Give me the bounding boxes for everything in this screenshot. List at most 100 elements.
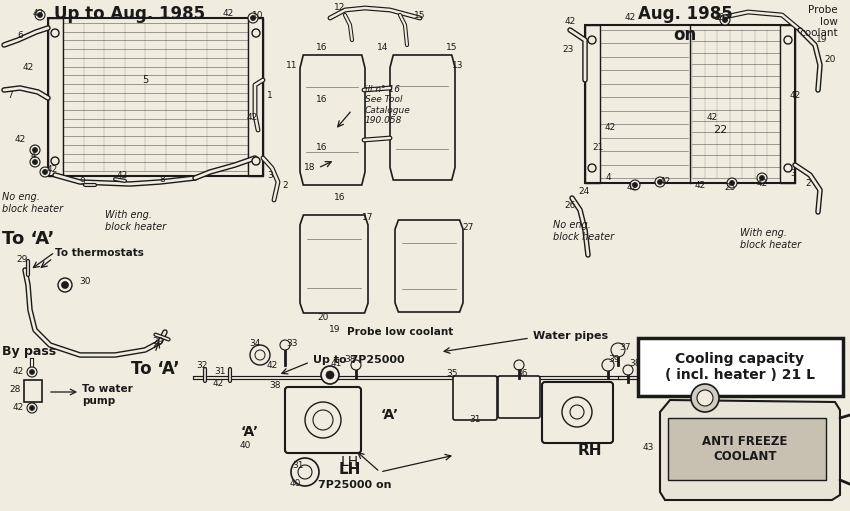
Text: 30: 30 (79, 277, 91, 287)
Polygon shape (660, 400, 840, 500)
Bar (780, 25, 795, 183)
Text: 38: 38 (629, 359, 641, 367)
Text: 38: 38 (269, 381, 280, 389)
Text: 42: 42 (22, 63, 34, 73)
Text: ‘A’: ‘A’ (241, 425, 259, 439)
Text: With eng.
block heater: With eng. block heater (105, 210, 166, 231)
Text: 42: 42 (266, 361, 278, 370)
Bar (248, 18, 263, 176)
Circle shape (729, 180, 734, 185)
Circle shape (313, 410, 333, 430)
Circle shape (588, 164, 596, 172)
Text: 15: 15 (414, 11, 426, 19)
Text: 17: 17 (362, 214, 374, 222)
Circle shape (632, 182, 638, 188)
Text: 41: 41 (331, 360, 342, 368)
Text: 31: 31 (292, 460, 303, 470)
Circle shape (562, 397, 592, 427)
Circle shape (30, 145, 40, 155)
Polygon shape (300, 55, 365, 185)
Circle shape (251, 15, 256, 20)
Text: 2: 2 (282, 180, 288, 190)
Text: 6: 6 (17, 31, 23, 39)
Circle shape (298, 465, 312, 479)
Text: 14: 14 (377, 43, 388, 53)
Text: Up to Aug. 1985: Up to Aug. 1985 (54, 5, 206, 23)
Circle shape (32, 148, 37, 152)
Text: With eng.
block heater: With eng. block heater (740, 228, 801, 249)
Text: 25: 25 (724, 183, 736, 193)
Text: 42: 42 (13, 404, 24, 412)
Text: 18: 18 (304, 164, 315, 173)
Text: 3: 3 (790, 169, 796, 177)
Circle shape (61, 282, 69, 289)
Circle shape (32, 159, 37, 165)
Text: 16: 16 (316, 144, 328, 152)
Circle shape (602, 359, 614, 371)
Text: 40: 40 (289, 478, 301, 487)
Text: 42: 42 (13, 367, 24, 377)
Text: 33: 33 (286, 339, 298, 349)
FancyBboxPatch shape (453, 376, 497, 420)
Circle shape (351, 360, 361, 370)
Text: 42: 42 (564, 17, 575, 27)
Circle shape (691, 384, 719, 412)
Circle shape (255, 350, 265, 360)
Text: 36: 36 (516, 369, 528, 379)
Text: 28: 28 (9, 385, 20, 394)
Circle shape (697, 390, 713, 406)
Text: Probe low coolant: Probe low coolant (347, 327, 453, 337)
Text: 3: 3 (267, 171, 273, 179)
Text: 9: 9 (79, 177, 85, 187)
Circle shape (757, 173, 767, 183)
Text: 10: 10 (252, 12, 264, 20)
Circle shape (27, 403, 37, 413)
Text: 21: 21 (592, 144, 603, 152)
Text: 42: 42 (756, 178, 768, 188)
Bar (585, 25, 600, 183)
Text: LH: LH (339, 462, 361, 477)
Text: Water pipes: Water pipes (533, 331, 608, 341)
Text: LH: LH (341, 455, 359, 469)
Bar (638, 338, 843, 396)
Circle shape (514, 360, 524, 370)
Text: 4: 4 (31, 151, 36, 159)
Text: 15: 15 (446, 43, 458, 53)
Circle shape (30, 157, 40, 167)
Circle shape (248, 13, 258, 23)
Text: 8: 8 (159, 175, 165, 184)
Bar (24, 380, 42, 402)
Circle shape (722, 17, 728, 22)
Text: 29: 29 (16, 256, 28, 265)
Text: 7P25000 on: 7P25000 on (318, 480, 392, 490)
Text: No eng.
block heater: No eng. block heater (2, 192, 63, 214)
Circle shape (250, 345, 270, 365)
Text: 13: 13 (452, 60, 464, 69)
Circle shape (280, 340, 290, 350)
Text: 42: 42 (660, 177, 671, 187)
Text: ANTI FREEZE
COOLANT: ANTI FREEZE COOLANT (702, 435, 788, 463)
Text: 23: 23 (563, 45, 574, 55)
Circle shape (58, 278, 72, 292)
Bar (48, 18, 63, 176)
Circle shape (658, 179, 662, 184)
Text: ill n° 16
See Tool
Catalogue
190.058: ill n° 16 See Tool Catalogue 190.058 (365, 85, 411, 125)
Text: To ‘A’: To ‘A’ (2, 230, 54, 248)
Text: 16: 16 (316, 96, 328, 105)
Circle shape (35, 10, 45, 20)
Bar (48, 18, 263, 176)
Polygon shape (395, 220, 463, 312)
Circle shape (51, 157, 59, 165)
Bar (585, 25, 795, 183)
Circle shape (326, 371, 334, 379)
Text: 35: 35 (446, 369, 458, 379)
Text: 16: 16 (334, 194, 346, 202)
Text: 4: 4 (605, 174, 611, 182)
Circle shape (720, 15, 730, 25)
Text: 11: 11 (286, 60, 298, 69)
Text: 1: 1 (267, 90, 273, 100)
Text: 12: 12 (334, 4, 346, 12)
Circle shape (30, 369, 35, 375)
Text: 31: 31 (469, 415, 481, 425)
Text: 27: 27 (462, 223, 473, 233)
